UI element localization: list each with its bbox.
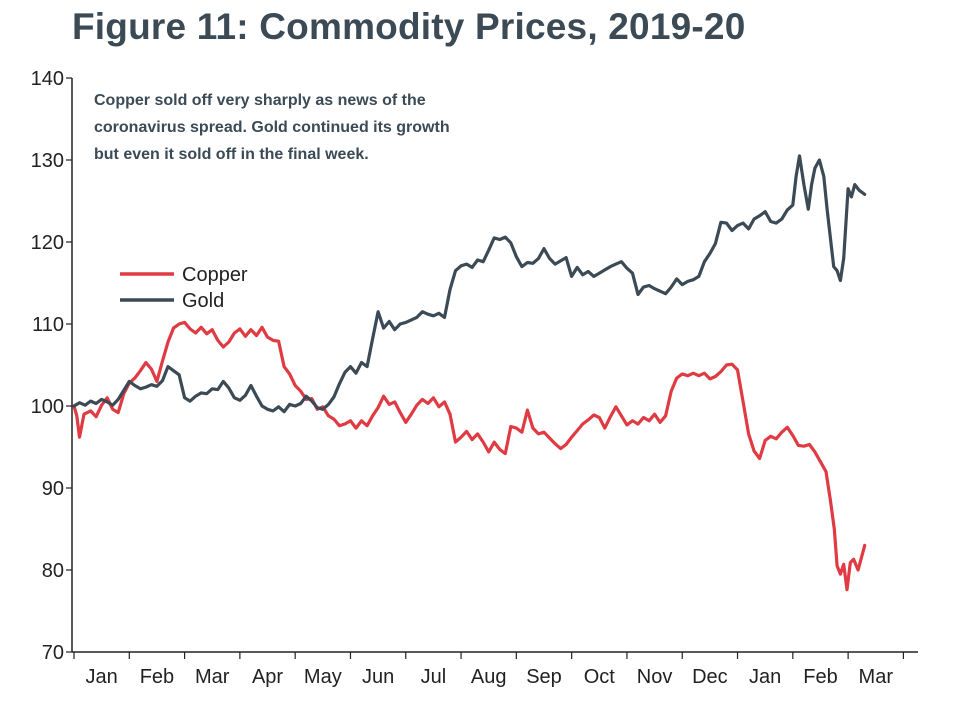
x-tick-label: Nov bbox=[637, 666, 673, 688]
x-tick-label: Mar bbox=[859, 666, 894, 688]
annotation-line: Copper sold off very sharply as news of … bbox=[94, 92, 426, 109]
series-line-gold bbox=[72, 154, 867, 414]
y-tick-label: 90 bbox=[42, 478, 64, 500]
x-tick-label: May bbox=[304, 666, 342, 688]
x-tick-label: Jul bbox=[421, 666, 447, 688]
x-tick-label: Aug bbox=[471, 666, 507, 688]
y-tick-label: 100 bbox=[31, 396, 64, 418]
x-tick-label: Mar bbox=[195, 666, 230, 688]
y-tick-label: 130 bbox=[31, 150, 64, 172]
annotation-line: but even it sold off in the final week. bbox=[94, 146, 369, 163]
legend-label-gold: Gold bbox=[182, 290, 224, 312]
series-lines bbox=[72, 154, 867, 592]
x-tick-label: Jan bbox=[749, 666, 781, 688]
chart-axes bbox=[71, 78, 918, 653]
x-tick-label: Sep bbox=[526, 666, 562, 688]
chart-annotation: Copper sold off very sharply as news of … bbox=[94, 87, 554, 168]
x-tick-label: Apr bbox=[252, 666, 283, 688]
x-tick-label: Feb bbox=[140, 666, 174, 688]
y-tick-label: 110 bbox=[32, 314, 64, 336]
chart-legend: Copper Gold bbox=[120, 264, 248, 312]
annotation-line: coronavirus spread. Gold continued its g… bbox=[94, 119, 450, 136]
x-tick-label: Jun bbox=[362, 666, 394, 688]
x-tick-label: Feb bbox=[803, 666, 837, 688]
x-axis-ticks: Jan Feb Mar Apr May Jun Jul Aug Sep Oct Nov Dec Jan F… bbox=[73, 652, 905, 688]
y-tick-label: 70 bbox=[42, 642, 64, 664]
x-tick-label: Dec bbox=[692, 666, 728, 688]
chart-title: Figure 11: Commodity Prices, 2019-20 bbox=[72, 6, 746, 47]
x-tick-label: Oct bbox=[584, 666, 616, 688]
y-tick-label: 80 bbox=[42, 560, 64, 582]
x-tick-label: Jan bbox=[86, 666, 118, 688]
y-tick-label: 140 bbox=[31, 68, 64, 90]
legend-label-copper: Copper bbox=[182, 264, 248, 286]
series-line-copper bbox=[72, 320, 867, 592]
y-axis-ticks: 70 80 90 100 110 120 130 140 bbox=[31, 68, 72, 664]
y-tick-label: 120 bbox=[31, 232, 64, 254]
